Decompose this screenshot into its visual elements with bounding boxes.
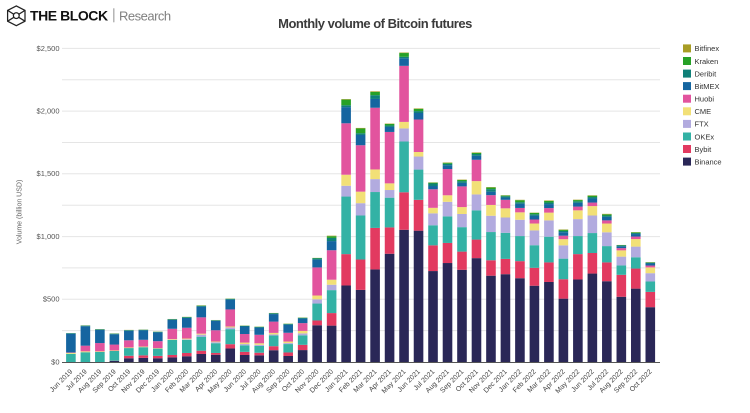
svg-text:Volume (billion USD): Volume (billion USD): [17, 180, 24, 245]
svg-text:BitMEX: BitMEX: [695, 82, 720, 91]
svg-text:$2,000: $2,000: [37, 107, 60, 116]
svg-text:Research: Research: [119, 8, 171, 23]
svg-text:Binance: Binance: [695, 157, 722, 166]
svg-text:Monthly volume of Bitcoin futu: Monthly volume of Bitcoin futures: [278, 16, 472, 31]
svg-text:OKEx: OKEx: [695, 132, 715, 141]
svg-text:$2,500: $2,500: [37, 44, 60, 53]
svg-text:Deribit: Deribit: [695, 69, 718, 78]
svg-text:FTX: FTX: [695, 120, 709, 129]
svg-text:$500: $500: [43, 295, 60, 304]
svg-text:$0: $0: [51, 357, 59, 366]
svg-text:Kraken: Kraken: [695, 57, 719, 66]
svg-text:$1,500: $1,500: [37, 169, 60, 178]
svg-text:Bybit: Bybit: [695, 145, 713, 154]
svg-text:CME: CME: [695, 107, 712, 116]
svg-text:$1,000: $1,000: [37, 232, 60, 241]
svg-text:Huobi: Huobi: [695, 95, 715, 104]
svg-text:THE BLOCK: THE BLOCK: [30, 7, 108, 23]
svg-text:Bitfinex: Bitfinex: [695, 44, 720, 53]
